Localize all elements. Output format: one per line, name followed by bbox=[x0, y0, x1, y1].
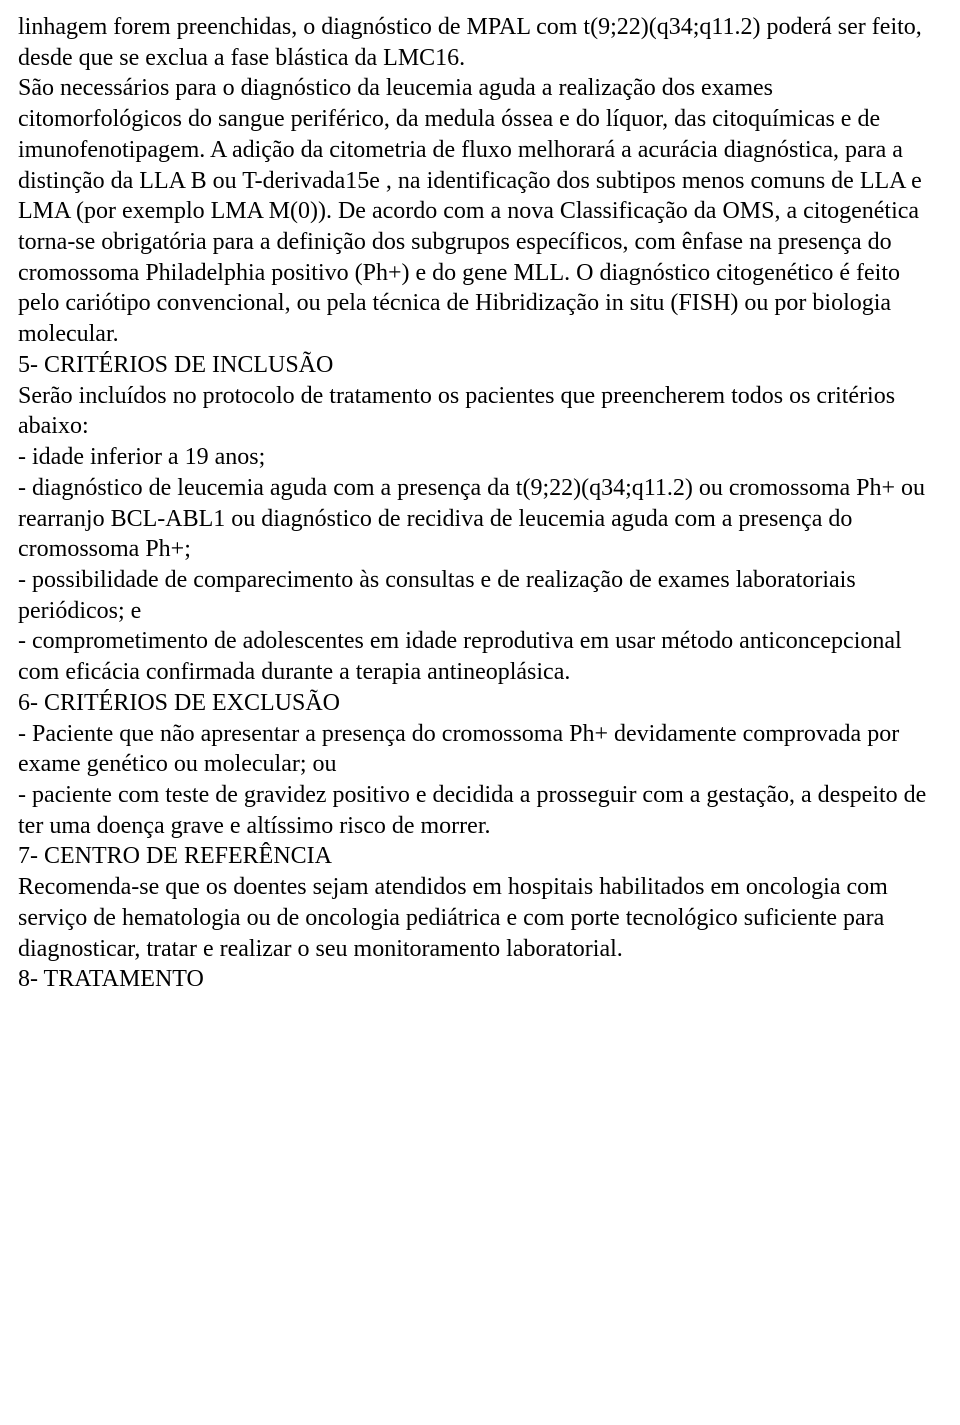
criteria-item-age: - idade inferior a 19 anos; bbox=[18, 442, 942, 473]
paragraph-3: Serão incluídos no protocolo de tratamen… bbox=[18, 381, 942, 442]
section-heading-8: 8- TRATAMENTO bbox=[18, 964, 942, 995]
paragraph-0: linhagem forem preenchidas, o diagnóstic… bbox=[18, 12, 942, 73]
criteria-item-contraception: - comprometimento de adolescentes em ida… bbox=[18, 626, 942, 687]
criteria-item-diagnosis: - diagnóstico de leucemia aguda com a pr… bbox=[18, 473, 942, 565]
paragraph-1: São necessários para o diagnóstico da le… bbox=[18, 73, 942, 349]
section-heading-6: 6- CRITÉRIOS DE EXCLUSÃO bbox=[18, 688, 942, 719]
criteria-item-attendance: - possibilidade de comparecimento às con… bbox=[18, 565, 942, 626]
section-heading-5: 5- CRITÉRIOS DE INCLUSÃO bbox=[18, 350, 942, 381]
exclusion-item-pregnancy: - paciente com teste de gravidez positiv… bbox=[18, 780, 942, 841]
exclusion-item-ph: - Paciente que não apresentar a presença… bbox=[18, 719, 942, 780]
section-heading-7: 7- CENTRO DE REFERÊNCIA bbox=[18, 841, 942, 872]
paragraph-reference-center: Recomenda-se que os doentes sejam atendi… bbox=[18, 872, 942, 964]
